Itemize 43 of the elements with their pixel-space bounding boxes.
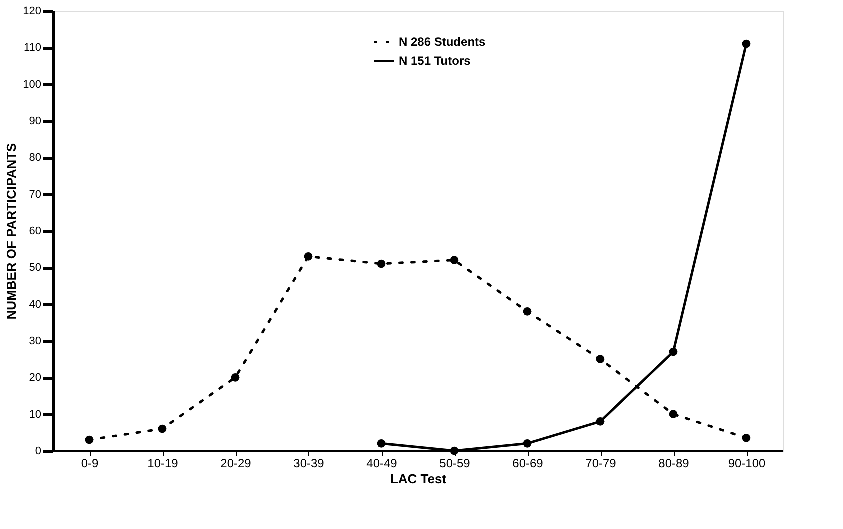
x-tick-label: 90-100 <box>728 456 766 470</box>
point <box>450 446 459 456</box>
point <box>450 256 459 265</box>
point <box>669 348 678 356</box>
x-tick-label: 30-39 <box>294 456 325 470</box>
point <box>231 373 240 382</box>
legend-label: N 151 Tutors <box>399 54 472 68</box>
y-axis-title: NUMBER OF PARTICIPANTS <box>4 142 20 320</box>
y-tick-label: 10 <box>29 408 42 421</box>
y-tick-label: 0 <box>35 446 42 458</box>
point <box>304 252 313 261</box>
point <box>669 410 678 419</box>
point <box>596 355 605 364</box>
point <box>377 260 386 268</box>
y-tick-label: 100 <box>23 78 42 91</box>
point <box>742 40 751 48</box>
x-tick-label: 80-89 <box>658 456 690 470</box>
y-tick-label: 50 <box>29 262 42 274</box>
y-tick-label: 70 <box>29 188 42 201</box>
legend-label: N 286 Students <box>399 35 486 49</box>
point <box>523 439 532 448</box>
y-tick-label: 90 <box>29 116 42 128</box>
x-tick-label: 70-79 <box>586 456 617 470</box>
y-tick-label: 110 <box>24 42 42 54</box>
point <box>596 417 605 426</box>
x-tick-label: 60-69 <box>512 456 544 470</box>
y-tick-label: 80 <box>29 152 42 164</box>
point <box>158 424 167 434</box>
y-tick-label: 30 <box>29 336 42 348</box>
point <box>85 436 94 444</box>
x-tick-label: 10-19 <box>148 456 179 470</box>
y-tick-label: 20 <box>29 372 42 384</box>
point <box>742 434 751 442</box>
y-tick-label: 40 <box>29 298 42 311</box>
x-tick-label: 50-59 <box>440 456 471 470</box>
x-tick-label: 40-49 <box>366 456 398 470</box>
x-tick-label: 0-9 <box>81 456 99 470</box>
y-tick-label: 120 <box>23 6 42 18</box>
y-tick-label: 60 <box>29 226 42 238</box>
x-tick-label: 20-29 <box>220 456 252 470</box>
point <box>377 439 386 448</box>
point <box>523 307 532 316</box>
x-axis-title: LAC Test <box>390 472 448 486</box>
